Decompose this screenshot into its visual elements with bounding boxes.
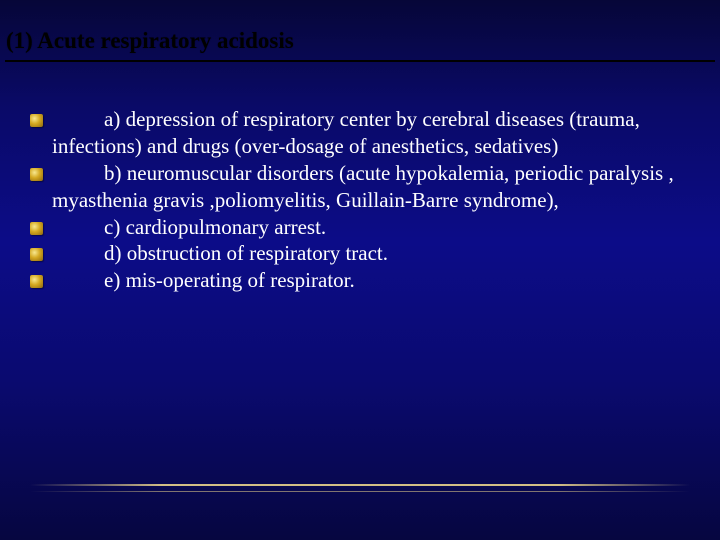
list-item: b) neuromuscular disorders (acute hypoka… [30, 160, 710, 214]
list-item: a) depression of respiratory center by c… [30, 106, 710, 160]
bullet-icon [30, 275, 44, 289]
bullet-icon [30, 248, 44, 262]
title-underline [5, 60, 715, 62]
list-item: d) obstruction of respiratory tract. [30, 240, 710, 267]
bullet-icon [30, 114, 44, 128]
list-item-text: b) neuromuscular disorders (acute hypoka… [52, 160, 710, 214]
list-item-text: c) cardiopulmonary arrest. [52, 214, 710, 241]
slide-body: a) depression of respiratory center by c… [30, 106, 710, 294]
footer-divider [30, 491, 690, 492]
list-item: e) mis-operating of respirator. [30, 267, 710, 294]
list-item-text: a) depression of respiratory center by c… [52, 106, 710, 160]
slide: (1) Acute respiratory acidosis a) depres… [0, 0, 720, 540]
bullet-icon [30, 222, 44, 236]
list-item-text: e) mis-operating of respirator. [52, 267, 710, 294]
slide-title: (1) Acute respiratory acidosis [6, 28, 294, 54]
bullet-icon [30, 168, 44, 182]
list-item-text: d) obstruction of respiratory tract. [52, 240, 710, 267]
list-item: c) cardiopulmonary arrest. [30, 214, 710, 241]
footer-divider [30, 484, 690, 486]
